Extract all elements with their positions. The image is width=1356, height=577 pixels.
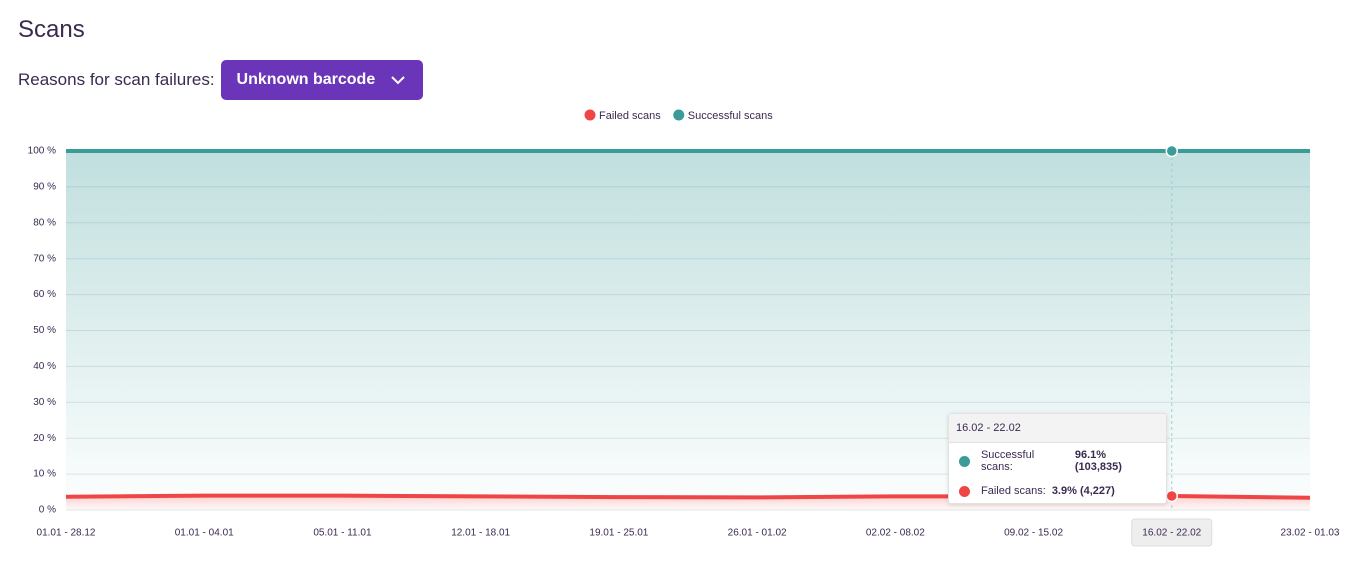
x-label-highlight bbox=[1131, 518, 1213, 547]
x-tick-label: 19.01 - 25.01 bbox=[589, 528, 648, 539]
x-tick-label: 01.01 - 28.12 bbox=[37, 528, 96, 539]
x-tick-label: 12.01 - 18.01 bbox=[451, 528, 510, 539]
y-tick-label: 100 % bbox=[28, 146, 56, 157]
y-tick-label: 90 % bbox=[33, 182, 56, 193]
y-tick-label: 10 % bbox=[33, 469, 56, 480]
filter-value: Unknown barcode bbox=[236, 71, 376, 88]
y-tick-label: 30 % bbox=[33, 397, 56, 408]
y-tick-label: 70 % bbox=[33, 253, 56, 264]
tooltip: 16.02 - 22.02 Successful scans: 96.1% (10… bbox=[948, 413, 1167, 504]
tooltip-name: Failed scans: bbox=[981, 485, 1046, 497]
x-tick-label: 01.01 - 04.01 bbox=[175, 528, 234, 539]
area bbox=[66, 151, 1310, 498]
legend-marker bbox=[673, 109, 685, 121]
legend-label: Successful scans bbox=[688, 110, 773, 122]
active-point bbox=[1165, 144, 1179, 158]
y-tick-label: 40 % bbox=[33, 361, 56, 372]
x-tick-label: 02.02 - 08.02 bbox=[866, 528, 925, 539]
tooltip-name: Successful scans: bbox=[980, 449, 1035, 473]
filter-dropdown[interactable]: Unknown barcode bbox=[220, 60, 424, 100]
x-tick-label: 26.01 - 01.02 bbox=[728, 528, 787, 539]
tooltip-title: 16.02 - 22.02 bbox=[949, 414, 1166, 443]
x-tick-label: 16.02 - 22.02 bbox=[1142, 528, 1201, 539]
y-tick-label: 80 % bbox=[33, 217, 56, 228]
legend-label: Failed scans bbox=[599, 110, 661, 122]
tooltip-marker bbox=[959, 455, 970, 467]
y-tick-label: 20 % bbox=[33, 433, 56, 444]
filter-label: Reasons for scan failures: bbox=[18, 70, 215, 89]
legend-marker bbox=[584, 109, 596, 121]
chevron bbox=[391, 75, 405, 84]
tooltip-row: Failed scans: 3.9% (4,227) bbox=[949, 479, 1166, 503]
tooltip-marker bbox=[959, 485, 970, 497]
page-title: Scans bbox=[18, 16, 85, 43]
y-tick-label: 60 % bbox=[33, 289, 56, 300]
y-tick-label: 50 % bbox=[33, 325, 56, 336]
y-tick-label: 0 % bbox=[39, 505, 56, 516]
x-tick-label: 23.02 - 01.03 bbox=[1281, 528, 1340, 539]
filter: Reasons for scan failures: Unknown barco… bbox=[18, 60, 424, 100]
tooltip-value: 96.1% (103,835) bbox=[1074, 449, 1122, 473]
active-point bbox=[1165, 489, 1179, 503]
x-tick-label: 05.01 - 11.01 bbox=[313, 528, 372, 539]
tooltip-row: Successful scans: 96.1% (103,835) bbox=[949, 443, 1166, 479]
x-tick-label: 09.02 - 15.02 bbox=[1004, 528, 1063, 539]
tooltip-value: 3.9% (4,227) bbox=[1051, 485, 1115, 497]
